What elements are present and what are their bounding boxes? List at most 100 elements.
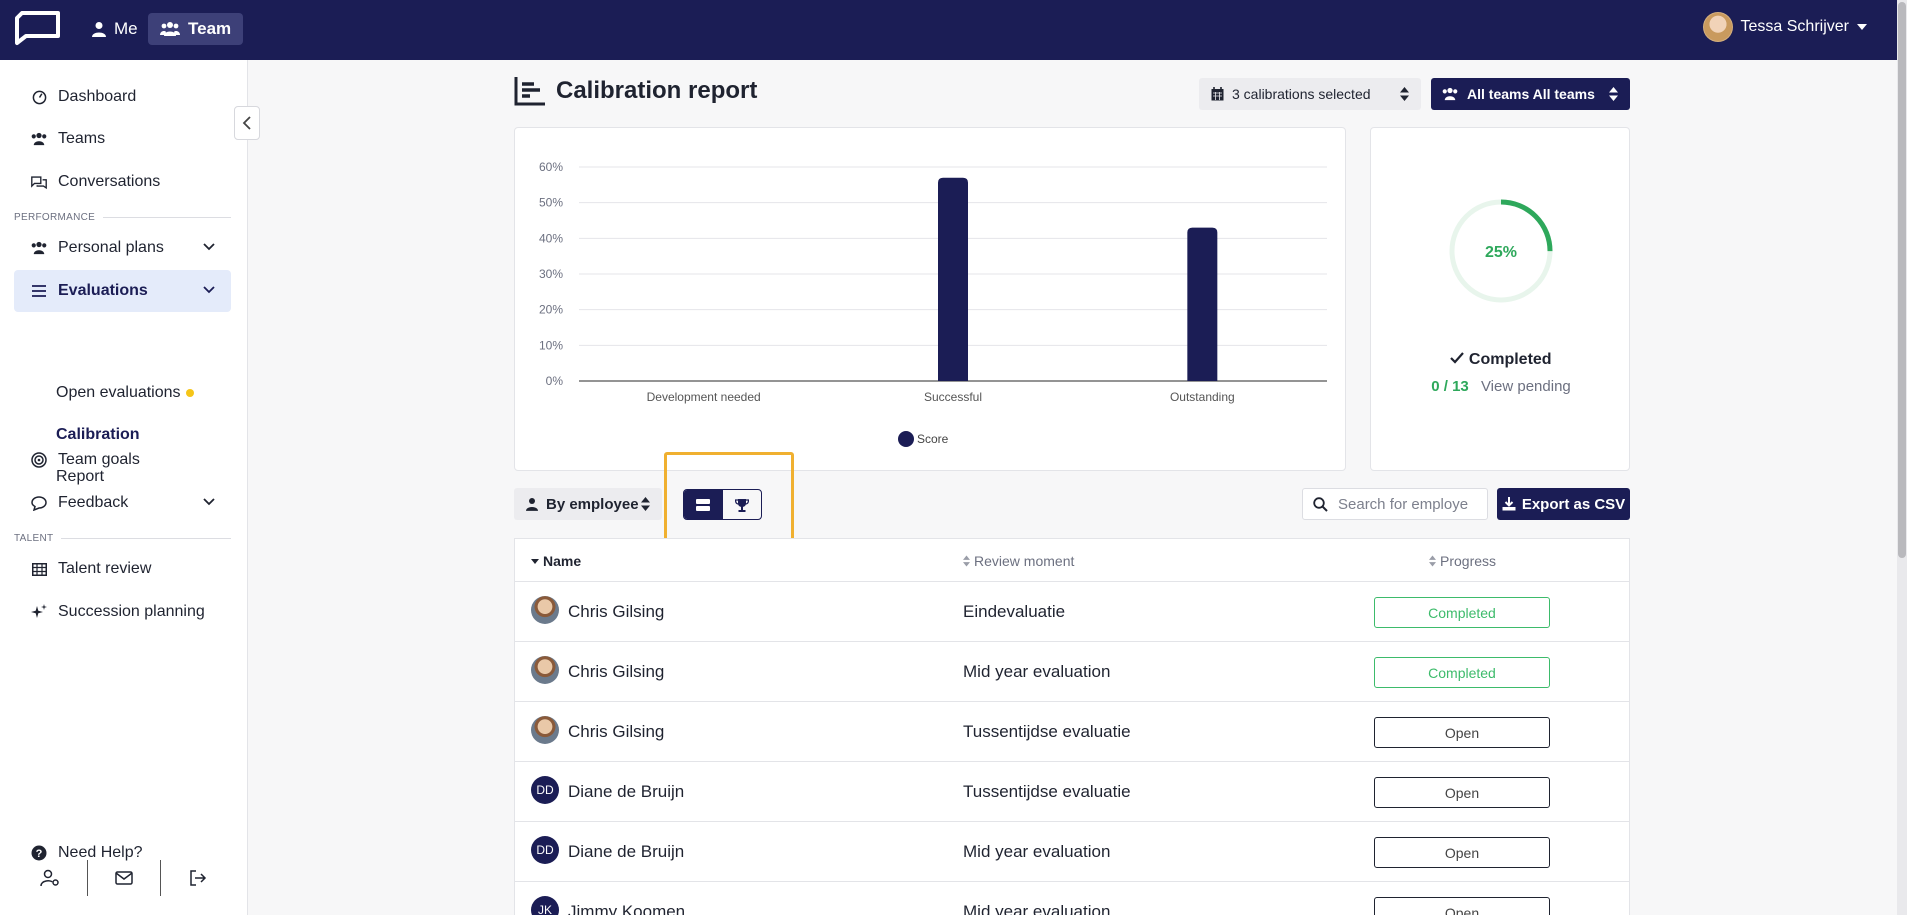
- sidebar-item-feedback[interactable]: Feedback: [14, 482, 231, 524]
- sidebar-item-personal-plans[interactable]: Personal plans: [14, 227, 231, 269]
- score-bar-chart: 0% 10% 20% 30% 40% 50% 60% Development needed Su…: [539, 160, 1327, 447]
- column-header-review-moment[interactable]: Review moment: [963, 553, 1074, 569]
- group-by-select[interactable]: By employee: [514, 488, 662, 520]
- section-label-performance: PERFORMANCE: [14, 212, 231, 223]
- status-button[interactable]: Completed: [1374, 657, 1550, 688]
- sort-updown-icon: [641, 497, 650, 511]
- employee-name[interactable]: Diane de Bruijn: [568, 842, 685, 861]
- sidebar-item-label: Conversations: [58, 173, 161, 190]
- status-button[interactable]: Open: [1374, 897, 1550, 915]
- x-tick-label: Successful: [924, 390, 982, 404]
- sort-updown-icon: [1429, 555, 1436, 567]
- y-tick-label: 40%: [539, 231, 563, 245]
- nav-team-tab[interactable]: Team: [148, 13, 244, 45]
- sidebar-item-talent-review[interactable]: Talent review: [14, 548, 231, 590]
- table-row[interactable]: DD Diane de Bruijn Mid year evaluation Open: [515, 822, 1629, 882]
- sidebar-item-team-goals[interactable]: Team goals: [14, 439, 231, 481]
- search-input[interactable]: [1338, 495, 1468, 513]
- review-moment: Mid year evaluation: [963, 902, 1111, 915]
- need-help-label: Need Help?: [58, 844, 143, 861]
- logout-icon[interactable]: [161, 870, 234, 886]
- avatar: [531, 596, 559, 624]
- sidebar-item-label: Feedback: [58, 494, 129, 511]
- sidebar: Dashboard Teams Conversations PERFORMANC…: [0, 60, 248, 915]
- table-header: Name Review moment Progress: [515, 539, 1629, 582]
- teams-icon: [30, 132, 48, 146]
- employee-name[interactable]: Chris Gilsing: [568, 662, 665, 681]
- users-icon: [30, 241, 48, 255]
- sidebar-item-evaluations[interactable]: Evaluations: [14, 270, 231, 312]
- sidebar-item-label: Talent review: [58, 560, 152, 577]
- sidebar-item-conversations[interactable]: Conversations: [14, 161, 231, 203]
- sidebar-subitem-calibration[interactable]: Calibration: [56, 426, 140, 444]
- trophy-icon: [734, 498, 749, 512]
- caret-down-icon: [1857, 24, 1867, 30]
- sidebar-item-dashboard[interactable]: Dashboard: [14, 76, 231, 118]
- sidebar-item-teams[interactable]: Teams: [14, 118, 231, 160]
- need-help-link[interactable]: ? Need Help?: [14, 832, 231, 874]
- sidebar-subitem-open-evaluations[interactable]: Open evaluations: [56, 384, 194, 402]
- status-button[interactable]: Open: [1374, 777, 1550, 808]
- table-row[interactable]: DD Diane de Bruijn Tussentijdse evaluatie O…: [515, 762, 1629, 822]
- user-menu[interactable]: Tessa Schrijver: [1702, 12, 1867, 42]
- search-icon: [1313, 496, 1328, 512]
- user-name: Tessa Schrijver: [1740, 18, 1849, 35]
- completion-counts: 0 / 13 View pending: [1371, 378, 1631, 395]
- nav-me-label: Me: [114, 19, 138, 38]
- page-scrollbar[interactable]: [1897, 0, 1907, 915]
- app-logo-icon[interactable]: [12, 10, 62, 46]
- legend-label: Score: [917, 432, 949, 446]
- sort-updown-icon: [963, 555, 970, 567]
- view-pending-link[interactable]: View pending: [1480, 378, 1571, 395]
- page-title-text: Calibration report: [556, 77, 758, 104]
- teams-select[interactable]: All teams All teams: [1431, 78, 1630, 110]
- employee-name[interactable]: Diane de Bruijn: [568, 782, 685, 801]
- users-icon: [160, 22, 180, 36]
- column-header-name[interactable]: Name: [531, 553, 581, 569]
- list-view-toggle[interactable]: [684, 490, 723, 519]
- table-row[interactable]: Chris Gilsing Mid year evaluation Complete…: [515, 642, 1629, 702]
- user-settings-icon[interactable]: [14, 869, 87, 887]
- y-tick-label: 10%: [539, 338, 563, 352]
- y-tick-label: 0%: [546, 374, 564, 388]
- y-tick-label: 60%: [539, 160, 563, 174]
- review-moment: Tussentijdse evaluatie: [963, 782, 1131, 801]
- status-button[interactable]: Completed: [1374, 597, 1550, 628]
- sort-updown-icon: [1609, 87, 1618, 101]
- avatar: DD: [531, 776, 559, 804]
- divider: [86, 860, 88, 896]
- avatar: DD: [531, 836, 559, 864]
- export-csv-button[interactable]: Export as CSV: [1497, 488, 1630, 520]
- employee-name[interactable]: Chris Gilsing: [568, 602, 665, 621]
- nav-me-tab[interactable]: Me: [80, 13, 150, 45]
- status-button[interactable]: Open: [1374, 717, 1550, 748]
- section-label-talent: TALENT: [14, 533, 231, 544]
- rows-icon: [696, 498, 711, 511]
- collapse-sidebar-button[interactable]: [234, 106, 260, 140]
- employee-search[interactable]: [1302, 488, 1488, 520]
- employee-name[interactable]: Jimmy Koomen: [568, 902, 686, 915]
- table-row[interactable]: Chris Gilsing Eindevaluatie Completed: [515, 582, 1629, 642]
- employee-name[interactable]: Chris Gilsing: [568, 722, 665, 741]
- sidebar-item-label: Teams: [58, 130, 106, 147]
- table-row[interactable]: JK Jimmy Koomen Mid year evaluation Open: [515, 882, 1629, 915]
- nav-team-label: Team: [188, 19, 232, 38]
- status-button[interactable]: Open: [1374, 837, 1550, 868]
- page-title: Calibration report: [514, 76, 757, 106]
- mail-icon[interactable]: [88, 871, 161, 885]
- column-header-progress[interactable]: Progress: [1429, 553, 1496, 569]
- table-row[interactable]: Chris Gilsing Tussentijdse evaluatie Open: [515, 702, 1629, 762]
- sidebar-subitem-report[interactable]: Report: [56, 468, 104, 486]
- avatar: JK: [531, 896, 559, 915]
- scrollbar-thumb[interactable]: [1898, 2, 1906, 558]
- help-circle-icon: ?: [30, 845, 48, 861]
- calibrations-select[interactable]: 3 calibrations selected: [1199, 78, 1421, 110]
- sidebar-item-succession-planning[interactable]: Succession planning: [14, 591, 231, 633]
- ranking-view-toggle[interactable]: [723, 490, 762, 519]
- y-tick-label: 20%: [539, 303, 563, 317]
- sidebar-item-label: Succession planning: [58, 603, 205, 620]
- speech-bubble-icon: [30, 495, 48, 511]
- teams-select-label: All teams All teams: [1467, 86, 1595, 102]
- grid-icon: [30, 562, 48, 576]
- y-tick-label: 30%: [539, 267, 563, 281]
